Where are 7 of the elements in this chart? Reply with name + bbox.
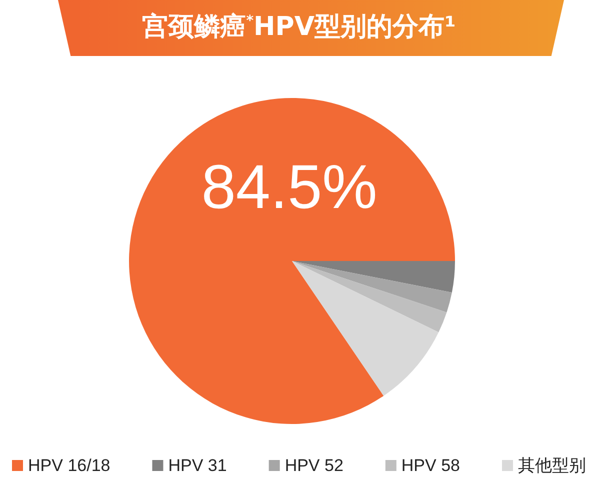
legend-label: 其他型别 — [518, 456, 586, 475]
legend-label: HPV 31 — [168, 456, 227, 475]
legend-label: HPV 58 — [401, 456, 460, 475]
chart-title: 宫颈鳞癌*HPV型别的分布¹ — [142, 12, 456, 42]
data-label: 84.5% — [201, 152, 378, 222]
legend-label: HPV 16/18 — [28, 456, 110, 475]
legend-label: HPV 52 — [284, 456, 344, 475]
